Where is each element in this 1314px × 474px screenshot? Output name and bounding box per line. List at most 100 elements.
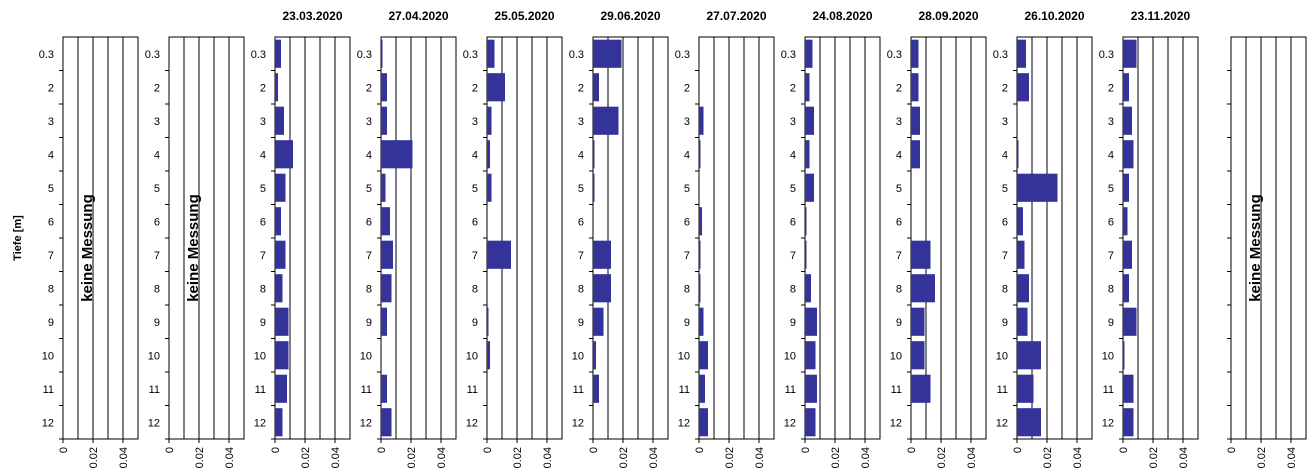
- data-bar: [699, 341, 708, 370]
- y-tick-label: 12: [254, 417, 266, 429]
- data-bar: [487, 240, 511, 269]
- data-bar: [699, 106, 704, 135]
- no-measurement-label: keine Messung: [1247, 194, 1264, 302]
- y-tick-label: 4: [790, 149, 796, 161]
- x-tick-label: 0: [376, 447, 388, 453]
- y-tick-label: 0.3: [569, 49, 584, 61]
- y-tick-label: 9: [154, 317, 160, 329]
- x-tick-label: 0.04: [966, 447, 978, 468]
- data-bar: [593, 73, 599, 102]
- data-bar: [1123, 408, 1134, 437]
- y-tick-label: 5: [366, 183, 372, 195]
- y-tick-label: 0.3: [675, 49, 690, 61]
- y-tick-label: 3: [578, 116, 584, 128]
- data-bar: [805, 73, 810, 102]
- y-tick-label: 6: [896, 216, 902, 228]
- data-bar: [487, 140, 490, 169]
- y-tick-label: 11: [891, 384, 902, 396]
- y-tick-label: 11: [467, 384, 478, 396]
- y-tick-label: 0.3: [145, 49, 160, 61]
- data-bar: [1123, 73, 1129, 102]
- y-tick-label: 12: [572, 417, 584, 429]
- y-tick-label: 11: [785, 384, 796, 396]
- data-bar: [699, 140, 701, 169]
- data-bar: [805, 140, 810, 169]
- x-tick-label: 0.02: [1148, 447, 1160, 468]
- x-tick-label: 0.02: [194, 447, 206, 468]
- data-bar: [911, 73, 919, 102]
- x-tick-label: 0.04: [860, 447, 872, 468]
- data-bar: [911, 106, 920, 135]
- data-bar: [1017, 207, 1023, 236]
- y-tick-label: 7: [154, 250, 160, 262]
- panel-frame: [380, 36, 457, 440]
- y-tick-label: 9: [1002, 317, 1008, 329]
- y-tick-label: 11: [679, 384, 690, 396]
- data-bar: [699, 274, 701, 303]
- y-tick-label: 4: [896, 149, 902, 161]
- data-bar: [911, 274, 935, 303]
- x-tick-label: 0.02: [1042, 447, 1054, 468]
- y-tick-label: 11: [255, 384, 266, 396]
- y-tick-label: 3: [896, 116, 902, 128]
- panel-frame: [1016, 36, 1093, 440]
- data-bar: [805, 173, 814, 202]
- data-bar: [593, 140, 595, 169]
- data-bar: [275, 374, 287, 403]
- y-tick-label: 4: [472, 149, 478, 161]
- data-bar: [805, 307, 817, 336]
- data-bar: [275, 73, 278, 102]
- y-tick-label: 2: [472, 82, 478, 94]
- y-tick-label: 2: [578, 82, 584, 94]
- data-bar: [275, 240, 286, 269]
- y-tick-label: 3: [790, 116, 796, 128]
- y-tick-label: 6: [48, 216, 54, 228]
- data-bar: [1123, 240, 1132, 269]
- y-tick-label: 11: [1103, 384, 1114, 396]
- data-bar: [593, 274, 611, 303]
- y-tick-label: 8: [260, 283, 266, 295]
- y-tick-label: 7: [578, 250, 584, 262]
- data-bar: [911, 307, 925, 336]
- y-tick-label: 10: [42, 350, 54, 362]
- data-bar: [699, 374, 705, 403]
- y-tick-label: 9: [1108, 317, 1114, 329]
- y-tick-label: 5: [1002, 183, 1008, 195]
- data-bar: [275, 140, 293, 169]
- y-tick-label: 8: [1108, 283, 1114, 295]
- data-bar: [487, 73, 505, 102]
- data-bar: [593, 39, 622, 68]
- x-tick-label: 0: [1226, 447, 1238, 453]
- y-tick-label: 10: [360, 350, 372, 362]
- panel-frame: [698, 36, 775, 440]
- data-bar: [381, 39, 383, 68]
- y-tick-label: 0.3: [993, 49, 1008, 61]
- y-tick-label: 2: [366, 82, 372, 94]
- data-bar: [911, 341, 925, 370]
- x-tick-label: 0: [588, 447, 600, 453]
- data-bar: [699, 207, 702, 236]
- x-tick-label: 0: [164, 447, 176, 453]
- panel-frame: [592, 36, 669, 440]
- data-bar: [1017, 39, 1026, 68]
- y-tick-label: 12: [360, 417, 372, 429]
- y-tick-label: 6: [790, 216, 796, 228]
- y-tick-label: 4: [260, 149, 266, 161]
- data-bar: [593, 341, 596, 370]
- panel-frame: [910, 36, 987, 440]
- data-bar: [911, 374, 931, 403]
- y-tick-label: 12: [784, 417, 796, 429]
- data-bar: [381, 73, 387, 102]
- y-tick-label: 3: [684, 116, 690, 128]
- y-tick-label: 5: [684, 183, 690, 195]
- x-tick-label: 0: [800, 447, 812, 453]
- x-tick-label: 0.04: [1072, 447, 1084, 468]
- y-tick-label: 5: [472, 183, 478, 195]
- y-tick-label: 6: [684, 216, 690, 228]
- y-tick-label: 11: [573, 384, 584, 396]
- x-tick-label: 0.04: [648, 447, 660, 468]
- y-tick-label: 8: [472, 283, 478, 295]
- data-bar: [381, 274, 392, 303]
- x-tick-label: 0.02: [936, 447, 948, 468]
